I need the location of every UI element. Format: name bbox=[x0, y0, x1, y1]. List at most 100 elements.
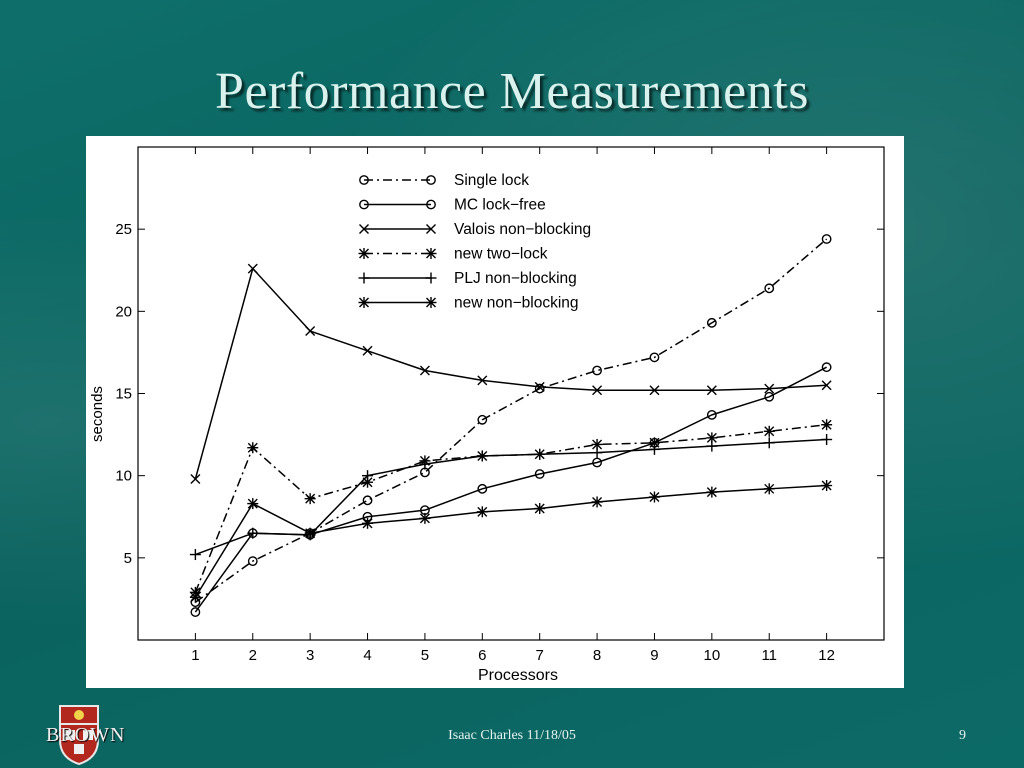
series-6-point bbox=[419, 512, 431, 524]
series-2-point bbox=[706, 409, 717, 420]
series-4-line bbox=[194, 423, 827, 593]
series-6-point bbox=[763, 483, 775, 495]
legend-marker bbox=[359, 224, 369, 234]
series-6-point bbox=[648, 491, 660, 503]
series-4-point bbox=[763, 425, 775, 437]
y-tick-label: 10 bbox=[115, 468, 132, 485]
series-5-point bbox=[648, 443, 660, 455]
legend-label: MC lock−free bbox=[454, 197, 546, 214]
legend-label: Single lock bbox=[454, 172, 529, 189]
x-tick-label: 6 bbox=[478, 647, 486, 664]
series-3-point bbox=[821, 380, 832, 391]
series-5-point bbox=[419, 458, 431, 470]
brown-logo-text: BROWN bbox=[46, 724, 126, 746]
x-tick-label: 1 bbox=[191, 647, 199, 664]
x-tick-label: 9 bbox=[650, 647, 658, 664]
series-6-point bbox=[189, 591, 201, 603]
series-5-point bbox=[476, 450, 488, 462]
series-3-point bbox=[305, 326, 316, 337]
series-1-point bbox=[362, 495, 373, 506]
series-6-point bbox=[247, 498, 259, 510]
series-5-point bbox=[706, 440, 718, 452]
series-2-point bbox=[821, 362, 832, 373]
x-tick-label: 12 bbox=[818, 647, 835, 664]
series-3-point bbox=[419, 365, 430, 376]
series-3-line bbox=[194, 267, 827, 480]
series-4-point bbox=[821, 419, 833, 431]
series-1-point bbox=[649, 352, 660, 363]
series-2-point bbox=[534, 469, 545, 479]
series-6-point bbox=[706, 486, 718, 498]
series-1-point bbox=[821, 234, 832, 244]
series-6-point bbox=[476, 506, 488, 518]
series-5-point bbox=[189, 549, 201, 561]
series-1-point bbox=[764, 283, 775, 294]
x-tick-label: 3 bbox=[306, 647, 314, 664]
series-6-point bbox=[821, 480, 833, 492]
y-tick-label: 15 bbox=[115, 386, 132, 403]
series-3-point bbox=[190, 473, 201, 484]
series-2-point bbox=[477, 483, 488, 494]
slide-title: Performance Measurements bbox=[215, 63, 809, 120]
x-tick-label: 11 bbox=[761, 647, 777, 664]
series-6-point bbox=[362, 517, 374, 529]
series-5-point bbox=[763, 437, 775, 449]
legend-marker bbox=[425, 248, 437, 259]
series-6-point bbox=[591, 496, 603, 508]
series-4-point bbox=[247, 442, 259, 454]
series-6-point bbox=[304, 527, 316, 539]
series-3-point bbox=[706, 385, 717, 396]
legend-marker bbox=[426, 199, 436, 210]
series-1-point bbox=[592, 365, 602, 376]
x-tick-label: 10 bbox=[704, 647, 721, 664]
legend-marker bbox=[426, 175, 436, 185]
series-5-point bbox=[362, 470, 374, 482]
x-tick-label: 5 bbox=[421, 647, 429, 664]
series-1-line bbox=[194, 238, 828, 603]
x-tick-label: 2 bbox=[249, 647, 257, 664]
series-3-point bbox=[534, 381, 545, 392]
series-3-point bbox=[477, 375, 488, 386]
series-1-point bbox=[477, 414, 488, 425]
series-6-point bbox=[534, 503, 546, 515]
y-tick-label: 25 bbox=[115, 221, 132, 238]
series-3-point bbox=[592, 385, 603, 396]
legend-label: new non−blocking bbox=[454, 295, 579, 312]
series-5-point bbox=[591, 447, 603, 459]
series-5-point bbox=[534, 448, 546, 460]
y-tick-label: 20 bbox=[115, 303, 132, 320]
x-axis-label: Processors bbox=[478, 667, 558, 684]
legend-label: PLJ non−blocking bbox=[454, 270, 577, 287]
x-tick-label: 4 bbox=[363, 647, 371, 664]
legend-marker bbox=[425, 297, 437, 308]
legend-marker bbox=[359, 175, 369, 185]
series-3-point bbox=[362, 345, 373, 356]
legend-label: Valois non−blocking bbox=[454, 221, 591, 238]
series-5-point bbox=[821, 434, 833, 446]
legend-marker bbox=[358, 272, 370, 284]
series-1-point bbox=[534, 383, 545, 394]
series-2-point bbox=[592, 457, 602, 468]
y-tick-label: 5 bbox=[124, 550, 132, 567]
series-1-point bbox=[247, 556, 258, 567]
x-tick-label: 7 bbox=[536, 647, 544, 664]
legend-label: new two−lock bbox=[454, 246, 548, 263]
series-2-point bbox=[764, 391, 775, 402]
series-1-point bbox=[706, 317, 717, 328]
legend-marker bbox=[358, 297, 370, 308]
chart-card: 1 2 3 4 5 6 7 8 9 10 11 12 5 10 15 20 25 Single lock MC l… bbox=[86, 136, 904, 688]
series-2-point bbox=[190, 607, 201, 617]
series-6-line bbox=[194, 484, 827, 598]
series-3-point bbox=[649, 385, 660, 396]
y-axis-label: seconds bbox=[89, 386, 106, 442]
legend-marker bbox=[425, 272, 437, 284]
x-tick-label: 8 bbox=[593, 647, 601, 664]
footer-author-date: Isaac Charles 11/18/05 bbox=[448, 728, 576, 743]
series-4-point bbox=[304, 493, 316, 505]
series-5-line bbox=[195, 438, 827, 556]
brown-university-shield-icon bbox=[59, 705, 99, 766]
legend-marker bbox=[358, 248, 370, 259]
legend-marker bbox=[426, 224, 436, 234]
series-3-point bbox=[247, 263, 258, 274]
